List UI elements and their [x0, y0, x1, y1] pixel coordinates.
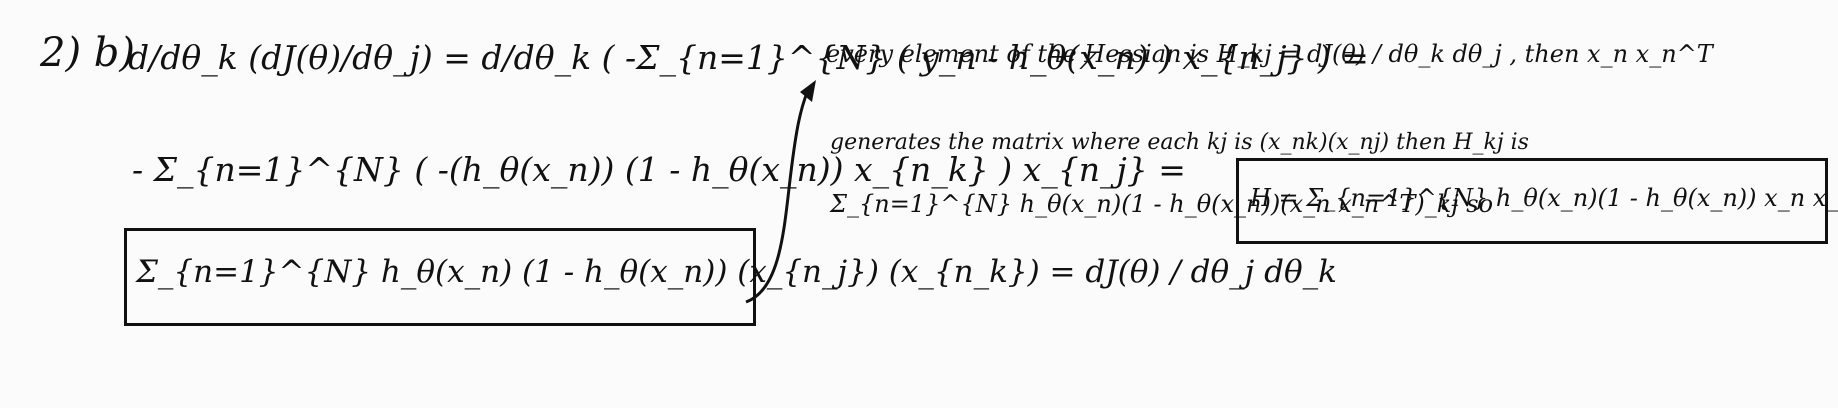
right-result-box: [1236, 158, 1828, 244]
left-result-box: [124, 228, 756, 326]
derivation-boxed-result: Σ_{n=1}^{N} h_θ(x_n) (1 - h_θ(x_n)) (x_{…: [136, 254, 1337, 290]
derivation-line-2: - Σ_{n=1}^{N} ( -(h_θ(x_n)) (1 - h_θ(x_n…: [132, 150, 1186, 189]
explanation-line-1: every element of the Hessian is H_kj = d…: [826, 40, 1713, 68]
derivation-line-1: d/dθ_k (dJ(θ)/dθ_j) = d/dθ_k ( -Σ_{n=1}^…: [128, 38, 1369, 77]
hessian-boxed-result: H = Σ_{n=1}^{N} h_θ(x_n)(1 - h_θ(x_n)) x…: [1250, 184, 1838, 212]
explanation-line-2: generates the matrix where each kj is (x…: [830, 130, 1529, 155]
explanation-line-3: Σ_{n=1}^{N} h_θ(x_n)(1 - h_θ(x_n))(x_n x…: [830, 190, 1494, 218]
connector-arrow: [745, 80, 816, 304]
problem-label: 2) b): [40, 30, 135, 76]
